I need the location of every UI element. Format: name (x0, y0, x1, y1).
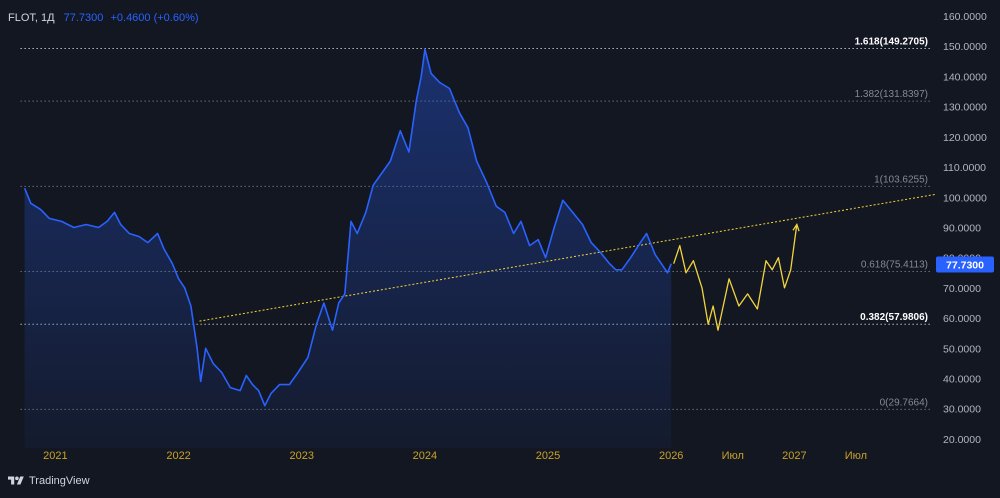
price-change: +0.4600 (+0.60%) (110, 12, 199, 24)
fib-level-label: 1.618(149.2705) (855, 36, 928, 47)
x-tick-label: 2022 (166, 450, 190, 462)
y-tick-label: 160.0000 (943, 11, 987, 23)
fib-level-label: 0.382(57.9806) (860, 312, 928, 323)
y-tick-label: 90.0000 (943, 222, 981, 234)
x-tick-label: 2026 (659, 450, 683, 462)
tradingview-logo[interactable]: TradingView (8, 474, 90, 488)
x-tick-label: Июл (722, 450, 744, 462)
x-tick-label: 2024 (413, 450, 437, 462)
y-tick-label: 150.0000 (943, 41, 987, 53)
y-tick-label: 100.0000 (943, 192, 987, 204)
trendline (199, 193, 937, 322)
fib-level-label: 0.618(75.4113) (861, 260, 928, 271)
price-line (23, 48, 672, 407)
price-area (24, 49, 672, 449)
x-tick-label: 2023 (289, 450, 313, 462)
fib-level-label: 1(103.6255) (874, 174, 928, 185)
y-tick-label: 50.0000 (943, 343, 981, 355)
y-tick-label: 20.0000 (943, 434, 981, 446)
projection-path (673, 224, 798, 331)
price-value: 77.7300 (63, 12, 104, 24)
symbol-label: FLOT, 1Д (8, 12, 55, 24)
y-tick-label: 110.0000 (943, 162, 986, 174)
y-tick-label: 70.0000 (943, 283, 981, 295)
last-price-label: 77.7300 (946, 260, 984, 272)
fib-level-label: 0(29.7664) (880, 397, 928, 408)
x-tick-label: 2021 (43, 450, 67, 462)
last-price-tag (936, 256, 994, 273)
fib-level-label: 1.382(131.8397) (855, 89, 928, 100)
projection-arrowhead (792, 222, 800, 232)
tradingview-logo-icon (8, 476, 24, 485)
x-tick-label: Июл (845, 450, 867, 462)
y-tick-label: 40.0000 (943, 374, 981, 386)
y-tick-label: 140.0000 (943, 71, 987, 83)
y-tick-label: 130.0000 (943, 102, 987, 114)
chart-legend: FLOT, 1Д 77.7300 +0.4600 (+0.60%) (8, 12, 199, 24)
tradingview-logo-text: TradingView (29, 475, 90, 487)
x-tick-label: 2025 (536, 450, 560, 462)
y-tick-label: 120.0000 (943, 132, 987, 144)
y-tick-label: 60.0000 (943, 313, 981, 325)
x-tick-label: 2027 (782, 450, 806, 462)
y-tick-label: 30.0000 (943, 404, 981, 416)
